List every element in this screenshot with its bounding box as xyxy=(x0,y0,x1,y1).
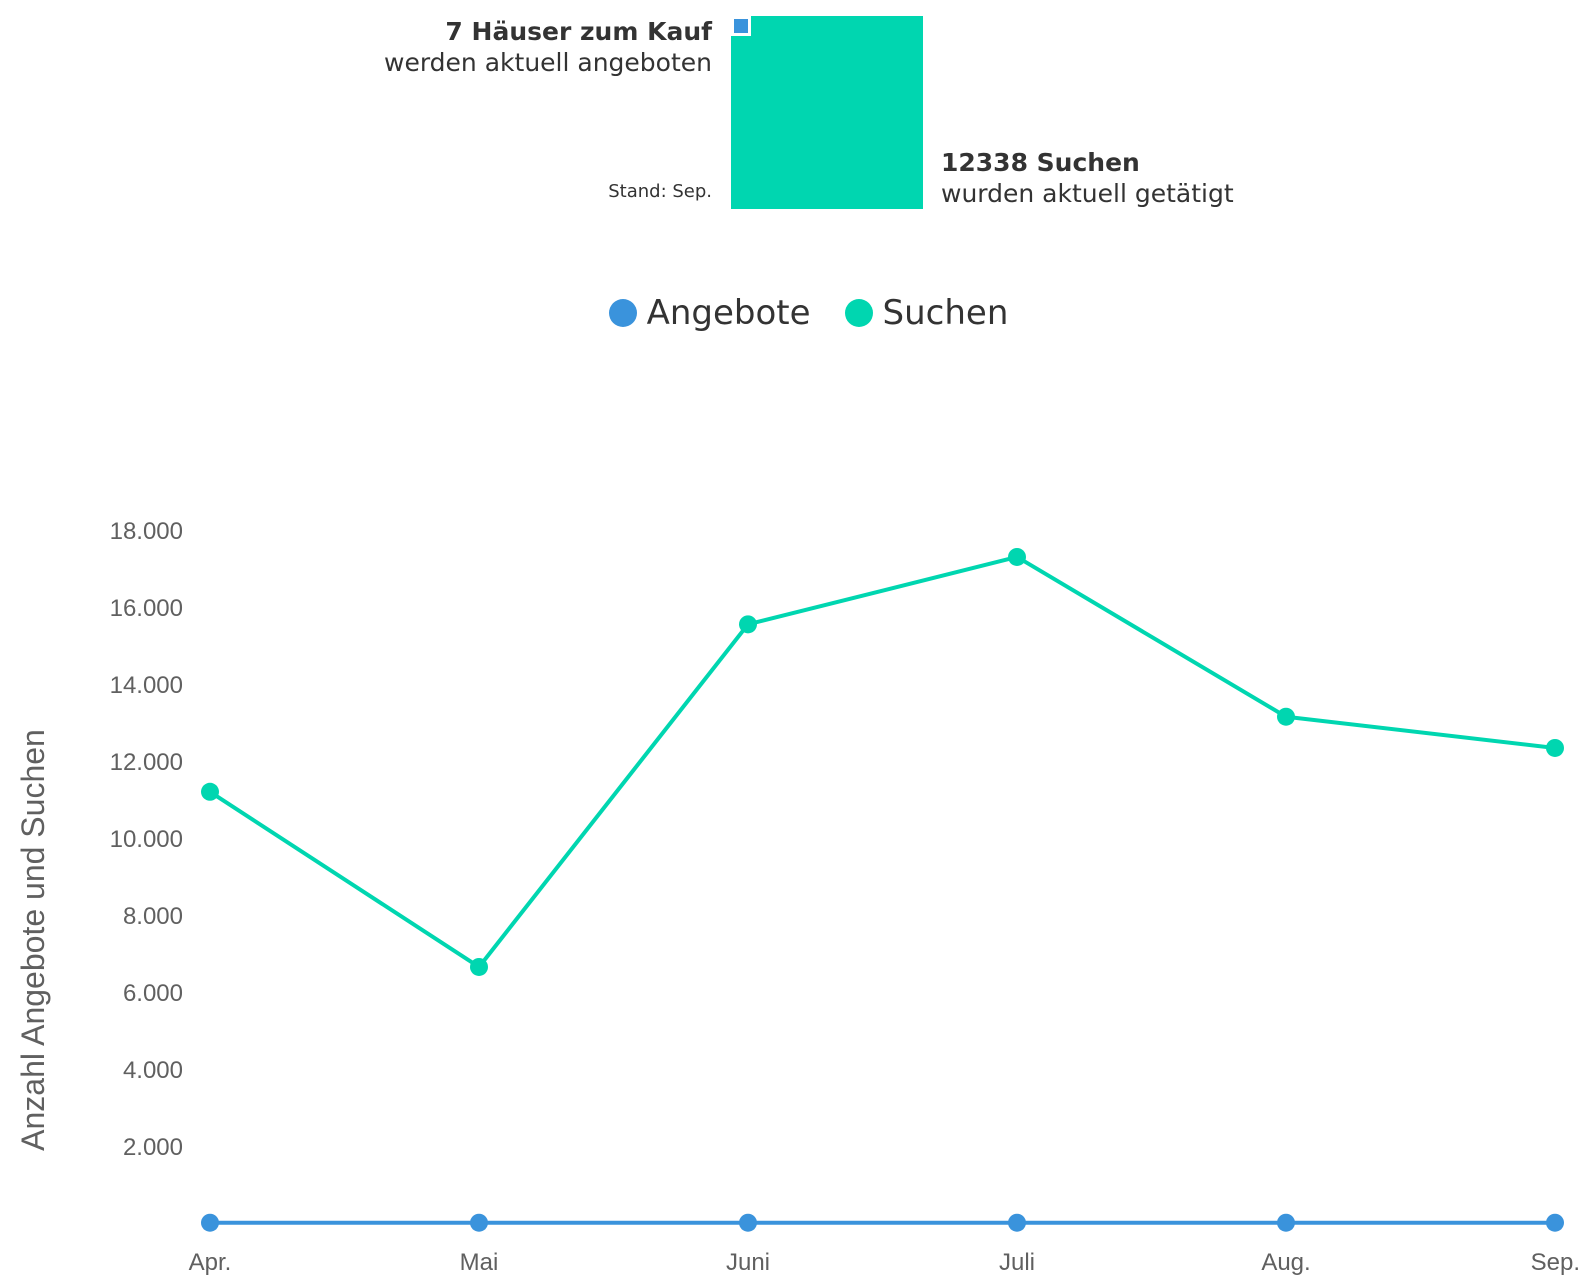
stand-label: Stand: Sep. xyxy=(608,181,712,202)
legend-dot-suchen xyxy=(844,299,873,327)
legend-label-angebote: Angebote xyxy=(646,293,811,333)
x-tick-label: Juni xyxy=(726,1249,770,1275)
y-axis-title: Anzahl Angebote und Suchen xyxy=(15,729,51,1151)
y-tick-label: 18.000 xyxy=(110,518,183,545)
searches-count-label: 12338 Suchen xyxy=(941,148,1140,177)
legend-label-suchen: Suchen xyxy=(882,293,1009,333)
data-point-suchen[interactable] xyxy=(470,957,488,976)
searches-square xyxy=(731,16,923,209)
chart-legend: Angebote Suchen xyxy=(0,288,1587,338)
y-tick-label: 8.000 xyxy=(123,903,183,930)
x-tick-label: Juli xyxy=(999,1249,1035,1275)
legend-item-angebote[interactable]: Angebote xyxy=(608,293,811,333)
x-axis-ticks: Apr. Mai Juni Juli Aug. Sep. xyxy=(189,1249,1580,1275)
y-tick-label: 4.000 xyxy=(123,1057,183,1084)
data-point-angebote[interactable] xyxy=(470,1213,488,1232)
data-point-angebote[interactable] xyxy=(739,1213,757,1232)
legend-dot-angebote xyxy=(608,299,637,327)
x-tick-label: Apr. xyxy=(189,1249,232,1275)
data-point-angebote[interactable] xyxy=(201,1213,219,1232)
y-tick-label: 2.000 xyxy=(123,1134,183,1161)
y-tick-label: 6.000 xyxy=(123,980,183,1007)
legend-item-suchen[interactable]: Suchen xyxy=(844,293,1009,333)
series-lines xyxy=(208,554,1556,1225)
data-point-angebote[interactable] xyxy=(1277,1213,1295,1232)
data-point-suchen[interactable] xyxy=(739,615,757,634)
searches-summary: 12338 Suchen wurden aktuell getätigt xyxy=(941,147,1234,209)
offers-square xyxy=(731,16,751,36)
series-points xyxy=(201,547,1564,1232)
series-line-suchen xyxy=(208,554,1556,969)
y-tick-label: 14.000 xyxy=(110,672,183,699)
x-tick-label: Sep. xyxy=(1531,1249,1580,1275)
offers-summary: 7 Häuser zum Kauf werden aktuell angebot… xyxy=(384,16,712,78)
y-tick-label: 16.000 xyxy=(110,595,183,622)
offers-count-label: 7 Häuser zum Kauf xyxy=(445,17,712,46)
data-point-suchen[interactable] xyxy=(1546,738,1564,757)
y-axis-title-group: Anzahl Angebote und Suchen xyxy=(15,729,51,1151)
x-tick-label: Aug. xyxy=(1261,1249,1310,1275)
searches-subtitle: wurden aktuell getätigt xyxy=(941,179,1234,208)
data-point-angebote[interactable] xyxy=(1546,1213,1564,1232)
data-point-angebote[interactable] xyxy=(1008,1213,1026,1232)
summary-panel: 7 Häuser zum Kauf werden aktuell angebot… xyxy=(0,0,1587,230)
y-tick-label: 12.000 xyxy=(110,749,183,776)
y-tick-label: 10.000 xyxy=(110,826,183,853)
data-point-suchen[interactable] xyxy=(1008,547,1026,566)
data-point-suchen[interactable] xyxy=(1277,707,1295,726)
y-axis-ticks: 2.000 4.000 6.000 8.000 10.000 12.000 14.000 16… xyxy=(110,518,183,1161)
offers-subtitle: werden aktuell angeboten xyxy=(384,48,712,77)
data-point-suchen[interactable] xyxy=(201,782,219,801)
x-tick-label: Mai xyxy=(460,1249,499,1275)
